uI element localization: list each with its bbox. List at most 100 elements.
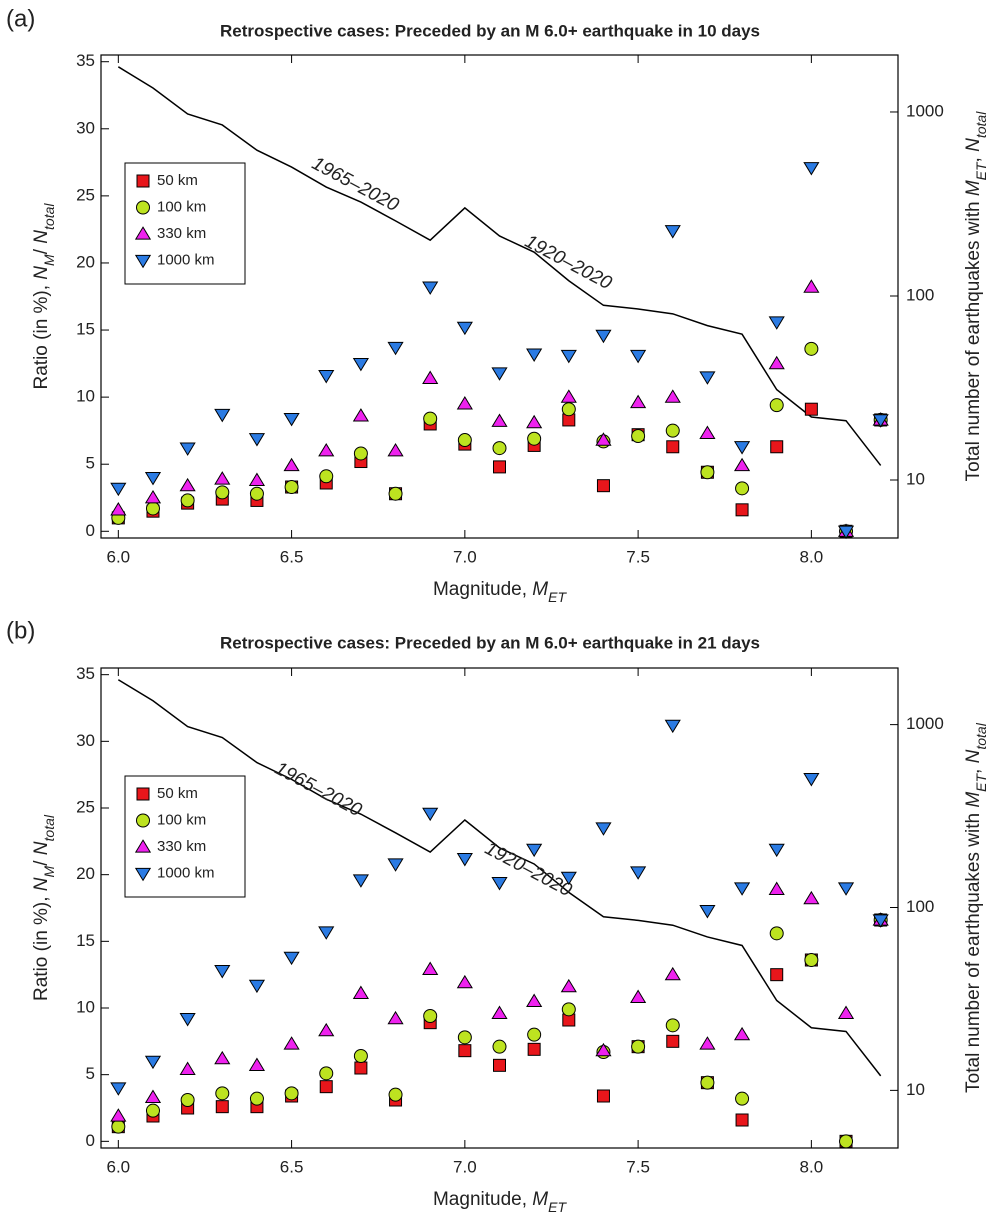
point: [699, 905, 716, 919]
point: [352, 357, 369, 372]
x-tick-label: 6.0: [107, 547, 131, 566]
label-part: Ratio (in %),: [31, 891, 52, 1001]
point: [735, 1091, 750, 1106]
point: [630, 394, 647, 409]
legend-label: 50 km: [157, 785, 198, 802]
label-part: M: [963, 180, 984, 196]
legend-label: 330 km: [157, 838, 206, 855]
point: [319, 1080, 333, 1094]
label-part: Ratio (in %),: [31, 280, 52, 390]
legend-label: 100 km: [157, 198, 206, 215]
panel-label: (a): [6, 5, 35, 32]
point: [179, 1061, 196, 1075]
point: [665, 423, 680, 438]
point: [283, 951, 300, 966]
label-part: M: [532, 1189, 548, 1210]
point: [492, 441, 507, 456]
point: [560, 389, 577, 403]
label-part: ,: [963, 152, 984, 163]
plot-frame: [100, 54, 899, 539]
point: [387, 1010, 404, 1025]
point: [664, 389, 681, 403]
legend-marker: [136, 200, 150, 215]
point: [526, 843, 543, 858]
label-part: ET: [548, 1199, 567, 1215]
point: [353, 1049, 368, 1063]
point: [630, 866, 647, 880]
point: [596, 479, 610, 493]
point: [735, 481, 750, 496]
point: [387, 858, 404, 872]
legend-marker: [134, 839, 152, 853]
point: [110, 502, 127, 516]
x-tick-label: 7.5: [626, 1157, 650, 1176]
point: [733, 1026, 751, 1041]
y-tick-label: 5: [86, 1064, 95, 1083]
x-tick-label: 6.5: [280, 547, 304, 566]
point: [456, 396, 473, 410]
point: [456, 321, 473, 336]
label-part: Total number of earthquakes with: [963, 808, 984, 1093]
point: [700, 1075, 715, 1090]
point: [527, 1027, 542, 1042]
y-tick-label: 30: [76, 731, 95, 750]
point: [735, 1113, 749, 1127]
point: [596, 1089, 610, 1103]
x-tick-label: 7.0: [453, 1157, 477, 1176]
point: [733, 882, 751, 896]
point: [458, 1044, 472, 1058]
point: [560, 978, 577, 993]
annotation: 1920–2020: [521, 231, 615, 294]
label-part: ET: [973, 161, 989, 180]
point: [699, 1036, 716, 1050]
y-axis-label: Ratio (in %), NM/ Ntotal: [31, 814, 57, 1001]
point: [664, 225, 681, 239]
panel-label: (b): [6, 617, 35, 644]
label-part: total: [41, 203, 57, 230]
point: [872, 414, 889, 428]
point: [284, 1086, 299, 1101]
point: [456, 853, 473, 867]
point: [699, 371, 716, 385]
point: [595, 432, 612, 446]
point: [492, 1039, 507, 1054]
y2-tick-label: 10: [906, 1080, 925, 1099]
point: [839, 1134, 854, 1149]
x-axis-label: Magnitude, MET: [433, 1189, 567, 1215]
point: [837, 882, 855, 896]
y2-tick-label: 10: [906, 469, 925, 488]
point: [214, 471, 231, 485]
point: [214, 408, 231, 423]
point: [595, 1042, 612, 1057]
point: [804, 341, 819, 356]
point: [804, 953, 819, 967]
point: [837, 525, 855, 540]
point: [283, 1036, 300, 1050]
chart-title: Retrospective cases: Preceded by an M 6.…: [220, 21, 760, 40]
y-tick-label: 10: [76, 997, 95, 1016]
point: [527, 1042, 541, 1056]
label-part: N: [31, 230, 52, 244]
y-tick-label: 20: [76, 864, 95, 883]
point: [422, 370, 439, 384]
x-tick-label: 6.5: [280, 1157, 304, 1176]
label-part: total: [973, 111, 989, 138]
legend-marker: [136, 813, 150, 828]
point: [318, 442, 335, 457]
y-tick-label: 30: [76, 118, 95, 137]
label-part: ,: [963, 763, 984, 774]
label-part: ET: [973, 772, 989, 791]
y2-tick-label: 1000: [906, 714, 944, 733]
legend-label: 50 km: [157, 172, 198, 189]
point: [319, 469, 334, 484]
label-part: M: [41, 865, 57, 877]
point: [179, 442, 196, 456]
point: [803, 162, 820, 176]
point: [110, 482, 127, 497]
y-tick-label: 25: [76, 185, 95, 204]
legend-marker: [134, 254, 152, 269]
point: [803, 773, 820, 787]
point: [803, 279, 820, 293]
point: [318, 370, 335, 384]
chart-title: Retrospective cases: Preceded by an M 6.…: [220, 633, 760, 652]
